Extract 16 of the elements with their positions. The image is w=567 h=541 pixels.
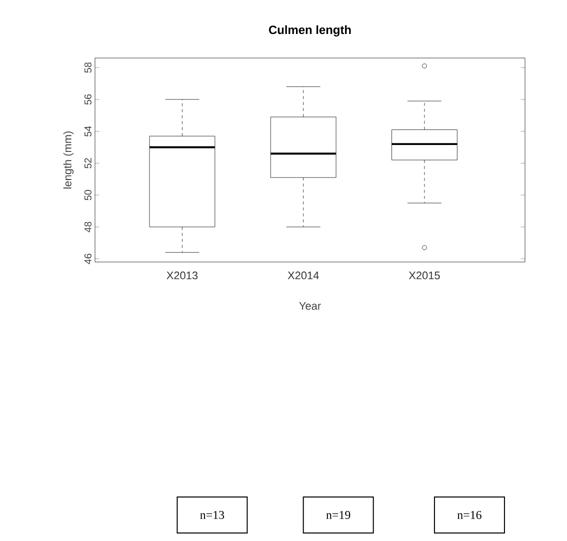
y-tick-label: 52 xyxy=(84,158,92,168)
text: n=19 xyxy=(326,510,350,520)
x-tick-label: X2014 xyxy=(288,272,319,280)
y-tick-label: 48 xyxy=(84,222,92,232)
x-tick-label: X2015 xyxy=(408,272,440,280)
chart-title: Culmen length xyxy=(268,25,351,36)
x-axis-title: Year xyxy=(299,302,321,310)
y-tick-label: 50 xyxy=(84,190,92,200)
y-axis-title: length (mm) xyxy=(63,131,74,188)
x-tick-label: X2013 xyxy=(166,272,198,280)
y-tick-label: 46 xyxy=(84,254,92,264)
text: n=13 xyxy=(200,510,224,520)
y-tick-label: 54 xyxy=(84,126,92,136)
y-tick-label: 58 xyxy=(84,62,92,73)
y-tick-label: 56 xyxy=(84,94,92,105)
text: n=16 xyxy=(457,510,482,520)
